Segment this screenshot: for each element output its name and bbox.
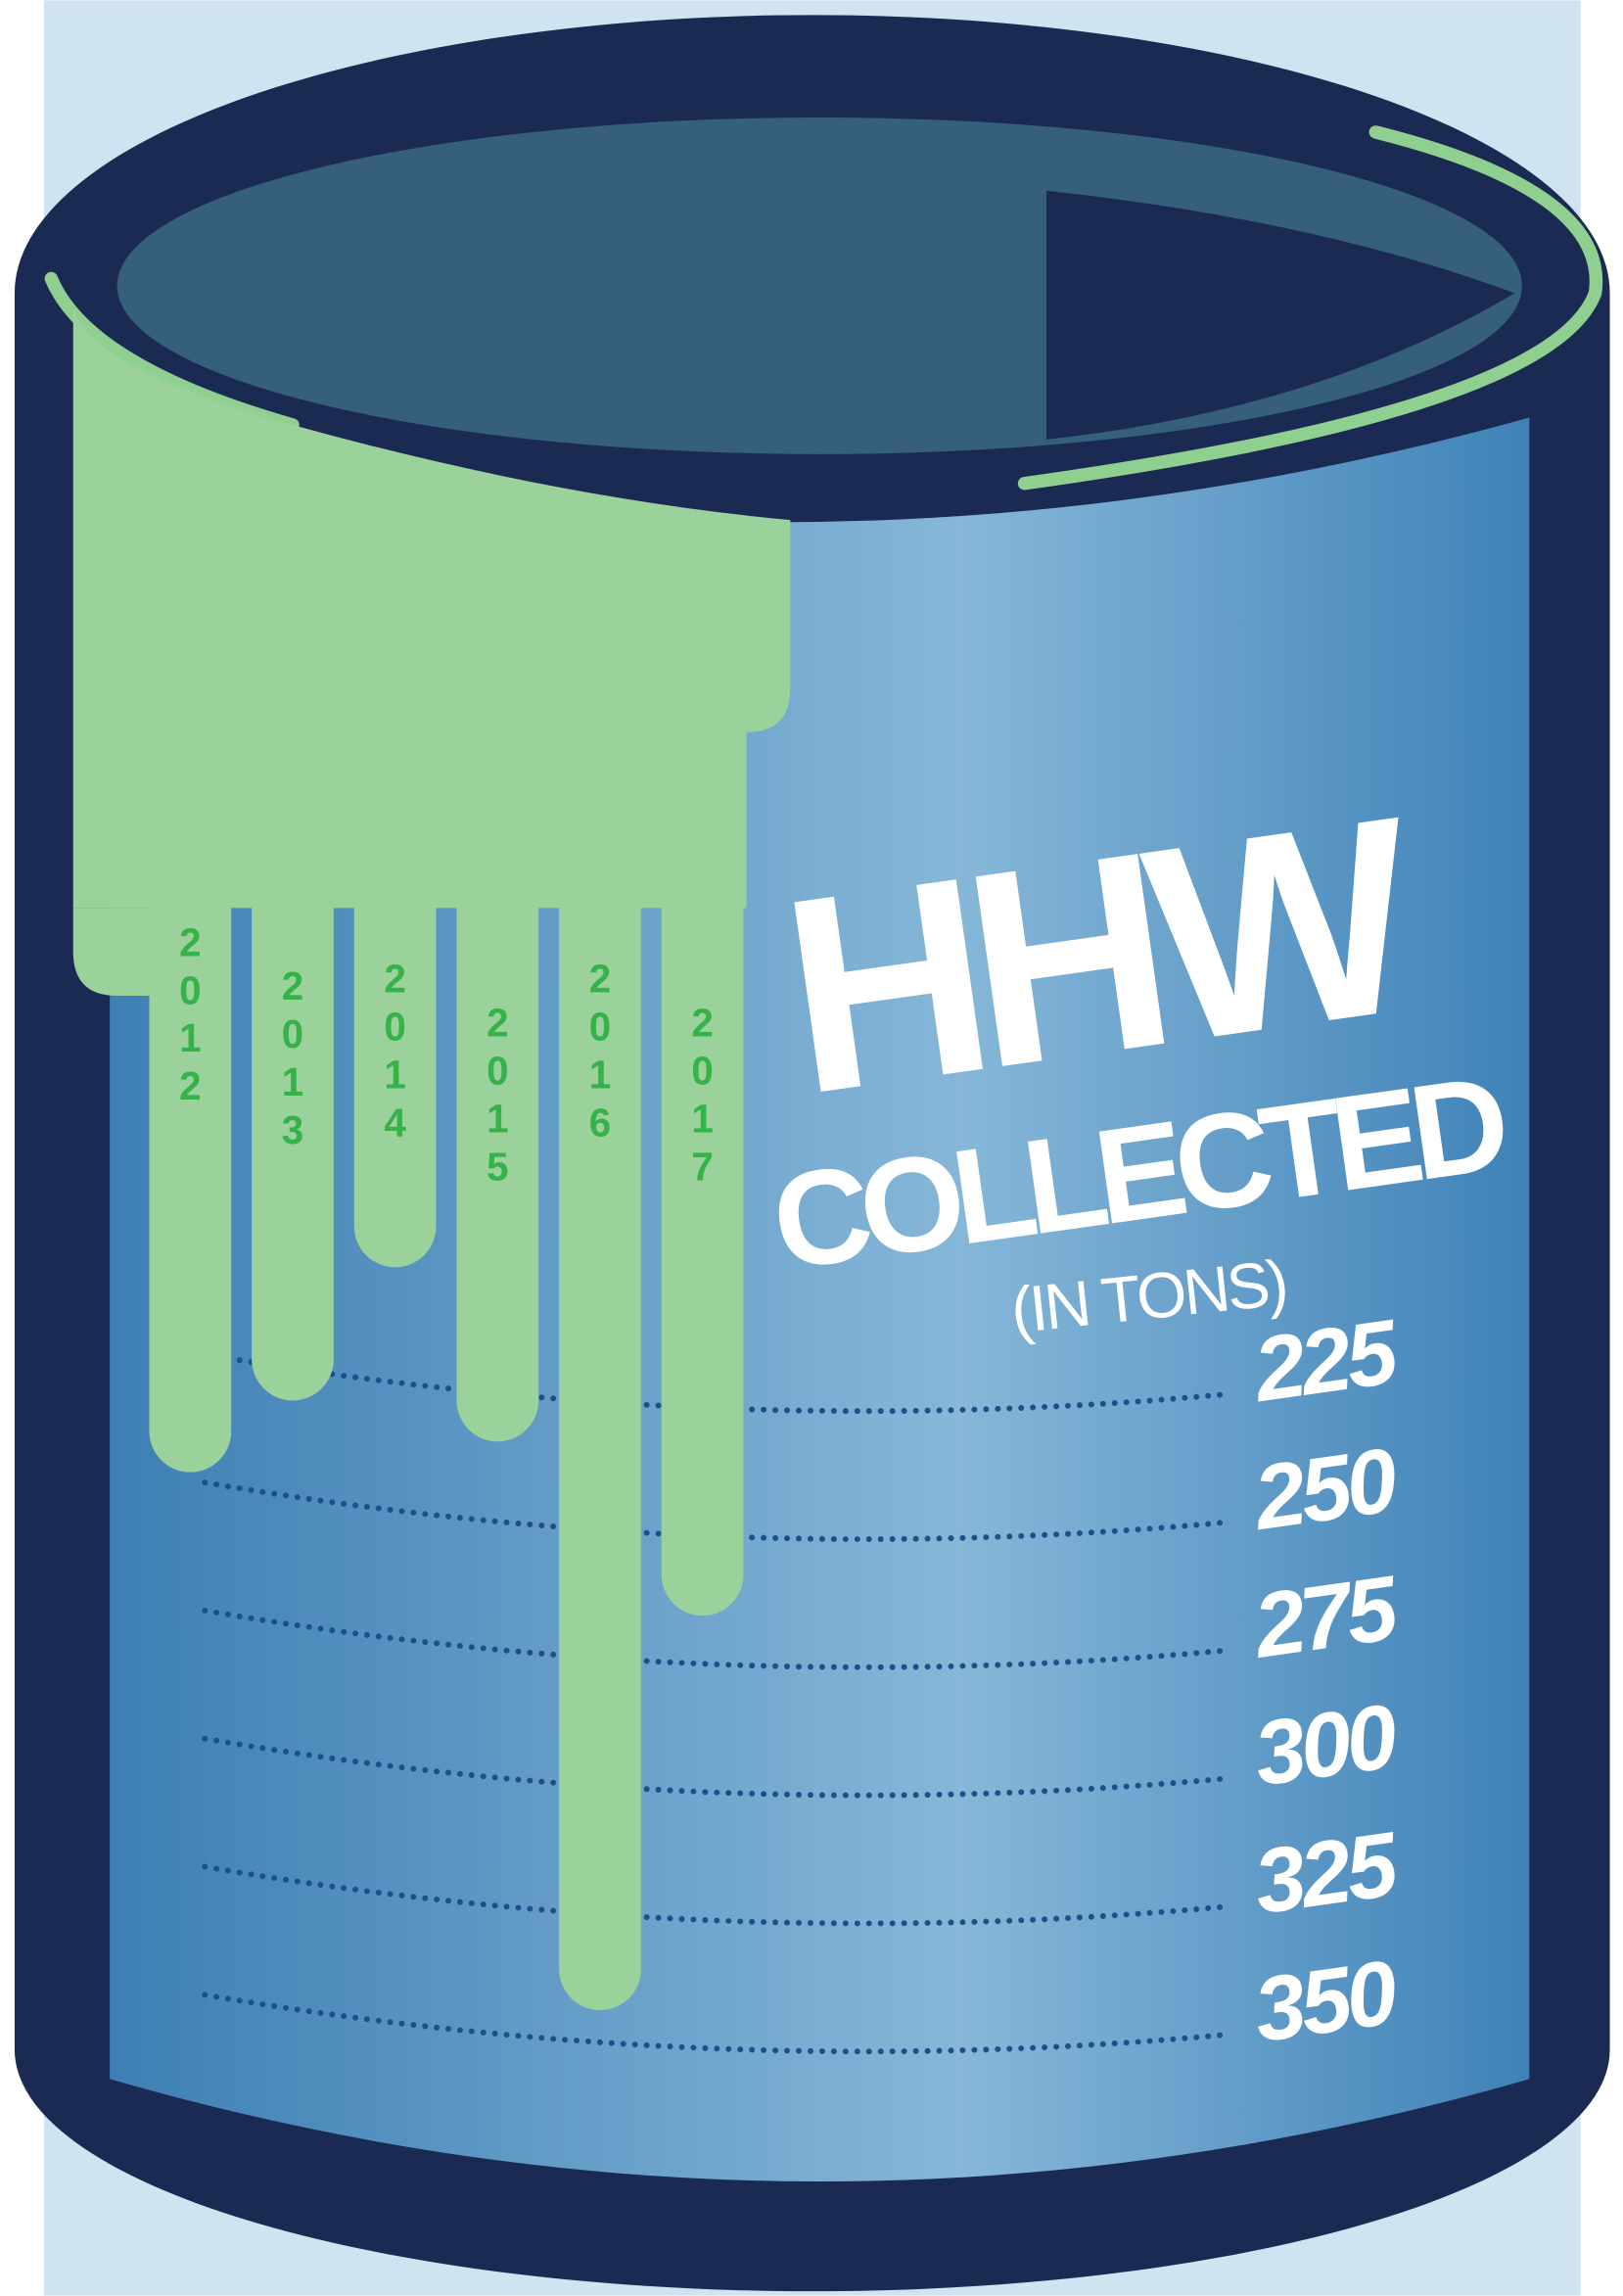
- y-tick-label: 350: [1248, 1941, 1403, 2061]
- x-tick-label: 2013: [270, 963, 315, 1155]
- y-tick-label: 225: [1246, 1300, 1405, 1422]
- x-tick-label: 2016: [578, 957, 623, 1148]
- x-tick-label: 2017: [680, 1001, 725, 1193]
- bar: [662, 878, 744, 1616]
- chart: HHW COLLECTED (IN TONS) 2252502753003253…: [0, 0, 1623, 2296]
- page: {"chart_data": {"type": "bar", "title": …: [0, 0, 1623, 2296]
- x-tick-label: 2012: [167, 919, 212, 1111]
- y-tick-label: 300: [1248, 1684, 1403, 1804]
- x-tick-label: 2015: [475, 1001, 520, 1193]
- y-tick-label: 325: [1248, 1812, 1405, 1933]
- paint-blob: [73, 908, 162, 996]
- x-tick-label: 2014: [373, 957, 418, 1148]
- y-tick-label: 275: [1246, 1556, 1405, 1677]
- y-tick-label: 250: [1246, 1429, 1403, 1549]
